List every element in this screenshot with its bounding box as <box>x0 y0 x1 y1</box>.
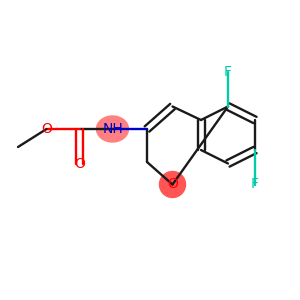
Text: O: O <box>41 122 52 136</box>
Circle shape <box>160 172 185 197</box>
Text: NH: NH <box>102 122 123 136</box>
Text: O: O <box>167 178 178 191</box>
Ellipse shape <box>97 116 128 142</box>
Text: F: F <box>251 178 259 191</box>
Text: F: F <box>224 65 232 79</box>
Text: O: O <box>74 157 85 170</box>
